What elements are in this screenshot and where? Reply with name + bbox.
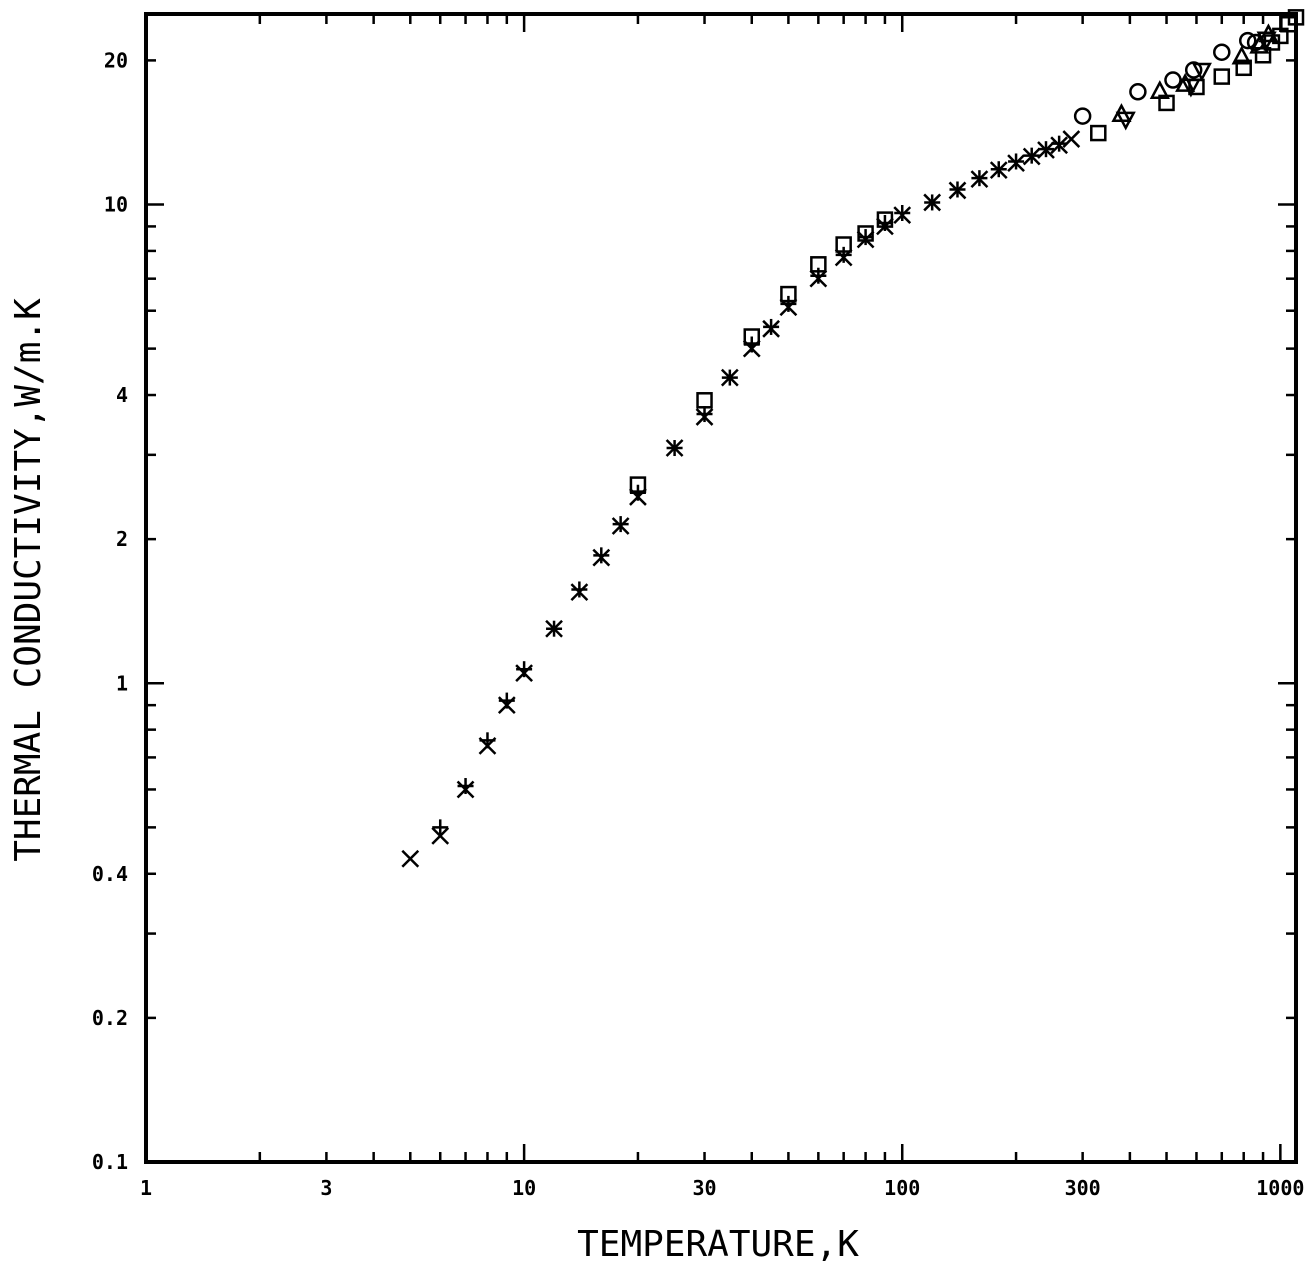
y-tick-label: 0.2 xyxy=(92,1006,128,1030)
data-point-plus xyxy=(666,440,683,457)
data-point-square xyxy=(780,285,797,303)
data-point-plus xyxy=(894,204,911,221)
data-point-plus xyxy=(457,778,474,795)
y-axis-label: THERMAL CONDUCTIVITY,W/m.K xyxy=(8,298,49,862)
y-tick-label: 0.4 xyxy=(92,862,128,886)
data-point-circle xyxy=(1239,31,1257,50)
data-point-triangle-up xyxy=(1249,34,1270,54)
x-tick-label: 100 xyxy=(884,1176,920,1200)
data-point-plus xyxy=(1051,135,1068,152)
data-point-circle xyxy=(1129,83,1147,101)
data-point-plus xyxy=(971,170,988,187)
x-tick-label: 1000 xyxy=(1256,1176,1304,1200)
data-point-triangle-up xyxy=(1149,80,1170,100)
data-point-plus xyxy=(498,692,515,709)
data-point-triangle-up xyxy=(1175,72,1196,92)
y-tick-label: 20 xyxy=(104,48,128,72)
data-point-plus xyxy=(780,295,797,312)
data-point-square xyxy=(696,392,713,409)
data-point-plus xyxy=(432,819,449,836)
data-point-triangle-down xyxy=(1191,62,1212,82)
data-point-plus xyxy=(1037,141,1054,158)
data-point-plus xyxy=(949,181,966,198)
data-point-plus xyxy=(835,246,852,263)
data-point-plus xyxy=(876,214,893,231)
plot-frame xyxy=(144,12,1298,1164)
x-tick-label: 1 xyxy=(140,1176,152,1200)
data-point-plus xyxy=(593,547,610,564)
data-point-square xyxy=(1235,59,1252,77)
data-points xyxy=(401,9,1305,868)
data-point-circle xyxy=(1213,43,1231,61)
data-point-plus xyxy=(612,516,629,533)
data-point-circle xyxy=(1073,107,1092,125)
data-point-x xyxy=(401,849,420,868)
y-tick-label: 2 xyxy=(116,527,128,551)
data-point-plus xyxy=(546,620,563,637)
data-point-plus xyxy=(763,318,780,335)
y-tick-label: 1 xyxy=(116,671,128,695)
tick-label-layer: 1 3 10 30 100 300 1000 0.1 0.2 0.4 1 2 4 10 20 xyxy=(92,48,1305,1200)
data-point-plus xyxy=(990,161,1007,178)
data-point-triangle-up xyxy=(1231,45,1252,65)
data-point-square xyxy=(857,225,874,242)
data-point-square xyxy=(835,236,852,253)
data-point-circle xyxy=(1184,61,1203,79)
data-point-square xyxy=(1254,47,1272,64)
x-tick-label: 300 xyxy=(1065,1176,1101,1200)
data-point-triangle-down xyxy=(1115,111,1136,131)
data-point-square xyxy=(1213,68,1231,85)
data-point-x xyxy=(431,826,450,845)
data-point-triangle-down xyxy=(1256,31,1277,51)
data-point-square xyxy=(629,476,647,493)
y-tick-label: 0.1 xyxy=(92,1150,128,1174)
data-point-plus xyxy=(479,732,496,749)
data-point-plus xyxy=(924,194,941,211)
data-point-plus xyxy=(696,406,713,423)
data-point-plus xyxy=(516,661,533,678)
data-point-plus xyxy=(1008,153,1025,170)
data-point-plus xyxy=(1023,147,1040,164)
data-point-square xyxy=(810,256,827,273)
data-point-triangle-down xyxy=(1180,78,1201,98)
x-axis-label: TEMPERATURE,K xyxy=(577,1224,859,1264)
data-point-square xyxy=(743,328,761,345)
data-point-square xyxy=(876,211,894,228)
data-point-circle xyxy=(1164,71,1182,89)
data-point-plus xyxy=(721,369,738,386)
y-tick-label: 10 xyxy=(104,193,128,217)
y-tick-label: 4 xyxy=(116,383,128,407)
tick-layer xyxy=(144,14,1296,1164)
x-tick-label: 3 xyxy=(320,1176,332,1200)
x-tick-label: 10 xyxy=(512,1176,536,1200)
data-point-plus xyxy=(857,229,874,246)
data-point-plus xyxy=(571,581,588,598)
x-tick-label: 30 xyxy=(692,1176,716,1200)
data-point-square xyxy=(1090,124,1107,142)
